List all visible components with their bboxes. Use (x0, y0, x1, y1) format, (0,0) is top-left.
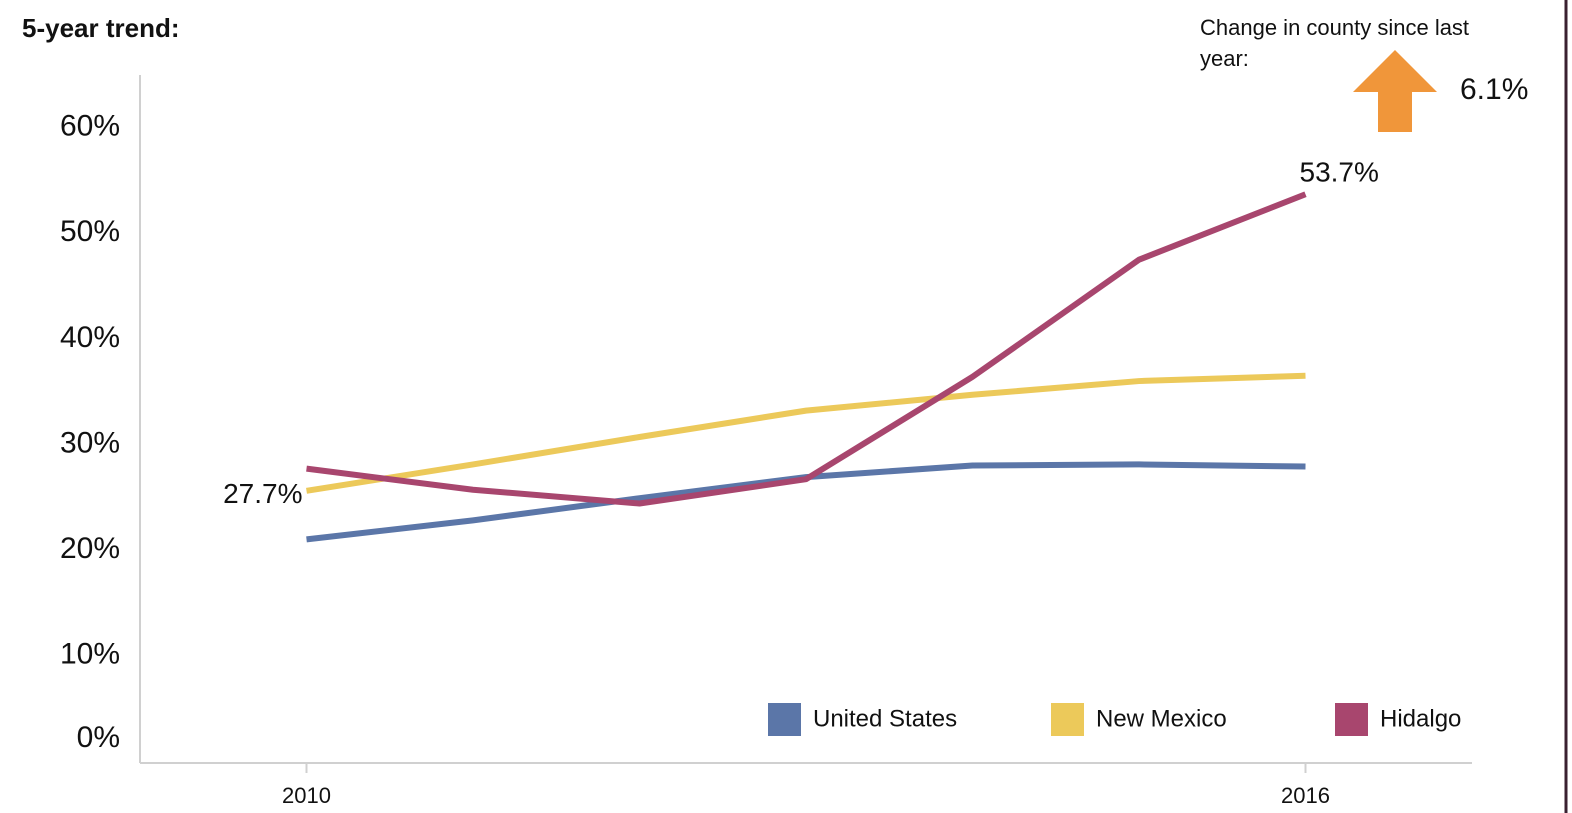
legend-label: United States (813, 705, 957, 732)
y-tick-label: 10% (60, 637, 120, 670)
chart-title: 5-year trend: (22, 13, 180, 43)
x-tick-label: 2010 (282, 783, 331, 808)
y-tick-label: 60% (60, 110, 120, 143)
y-tick-label: 40% (60, 321, 120, 354)
legend-swatch (1051, 703, 1084, 736)
change-value: 6.1% (1460, 73, 1528, 106)
change-label: Change in county since last year: (1200, 15, 1470, 71)
change-arrow (1353, 50, 1437, 132)
legend-swatch (768, 703, 801, 736)
data-label: 27.7% (223, 478, 302, 509)
data-label: 53.7% (1300, 157, 1379, 188)
series-line (306, 461, 1306, 543)
y-tick-label: 20% (60, 532, 120, 565)
series-line (306, 191, 1307, 507)
legend-swatch (1335, 703, 1368, 736)
series-line (306, 372, 1306, 494)
legend-label: New Mexico (1096, 705, 1227, 732)
y-tick-label: 0% (77, 721, 120, 754)
x-tick-label: 2016 (1281, 783, 1330, 808)
y-tick-label: 50% (60, 215, 120, 248)
legend-label: Hidalgo (1380, 705, 1461, 732)
y-tick-label: 30% (60, 426, 120, 459)
